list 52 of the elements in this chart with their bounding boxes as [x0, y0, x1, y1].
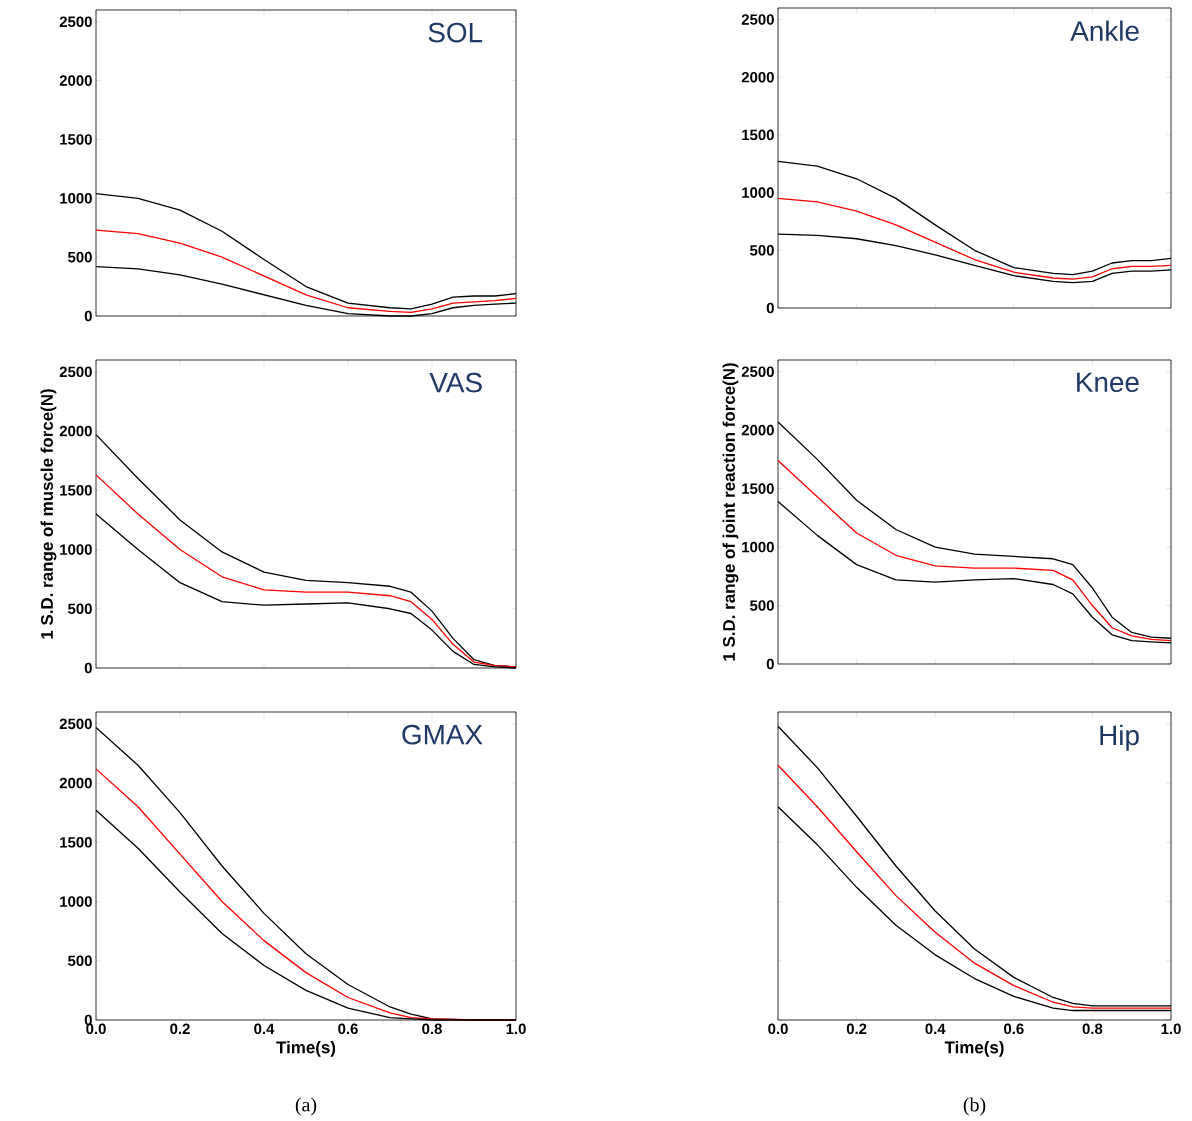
x-tick-label: 0.4	[925, 1023, 946, 1035]
chart-title: GMAX	[402, 724, 483, 745]
y-tick-label: 2000	[741, 71, 774, 83]
y-tick-label: 2000	[741, 424, 774, 436]
chart-title: Knee	[1077, 372, 1139, 393]
y-tick-label: 1500	[742, 129, 774, 141]
y-tick-label: 2500	[59, 16, 92, 28]
y-tick-label: 0	[766, 302, 774, 314]
chart-title: Ankle	[1070, 20, 1139, 41]
y-tick-label: 500	[68, 251, 92, 263]
y-tick-label: 1500	[60, 837, 92, 848]
y-tick-label: 2000	[59, 777, 92, 789]
y-tick-label: 1000	[60, 193, 92, 204]
x-tick-label: 0.0	[768, 1023, 788, 1035]
x-tick-label: 0.2	[846, 1023, 867, 1035]
y-axis-title: 1 S.D. range of joint reaction force(N)	[722, 363, 739, 661]
y-tick-label: 500	[750, 600, 774, 611]
x-axis-title: Time(s)	[944, 1040, 1004, 1057]
text: (a)	[295, 1097, 317, 1116]
y-tick-label: 2000	[59, 75, 92, 86]
y-tick-label: 2500	[59, 366, 92, 378]
x-tick-label: 0.6	[1004, 1023, 1024, 1035]
chart-title: SOL	[428, 22, 483, 43]
y-tick-label: 1000	[60, 544, 92, 555]
y-tick-label: 2000	[59, 425, 92, 437]
x-tick-label: 1.0	[506, 1023, 526, 1035]
chart-title: Hip	[1100, 724, 1139, 751]
x-tick-label: 0.6	[338, 1023, 358, 1035]
y-tick-label: 2500	[59, 718, 92, 730]
x-tick-label: 0.8	[1082, 1023, 1103, 1035]
x-tick-label: 0.2	[170, 1023, 190, 1035]
y-tick-label: 1000	[742, 541, 774, 553]
y-tick-label: 500	[68, 603, 92, 615]
x-tick-label: 0.4	[254, 1023, 275, 1035]
y-tick-label: 1500	[742, 483, 774, 494]
y-tick-label: 2500	[741, 14, 774, 25]
y-tick-label: 2500	[741, 366, 774, 377]
chart-title: VAS	[429, 372, 482, 393]
x-tick-label: 0.8	[422, 1023, 442, 1035]
text: (b)	[963, 1097, 986, 1116]
y-tick-label: 1000	[742, 187, 774, 198]
x-tick-label: 1.0	[1161, 1023, 1181, 1035]
y-tick-label: 1500	[60, 134, 92, 145]
y-axis-title: 1 S.D. range of muscle force(N)	[40, 389, 57, 639]
y-tick-label: 500	[750, 245, 774, 256]
y-tick-label: 500	[68, 955, 92, 967]
y-tick-label: 1000	[60, 896, 92, 907]
y-tick-label: 0	[766, 658, 774, 670]
y-tick-label: 0	[84, 662, 92, 674]
y-tick-label: 1500	[60, 485, 92, 496]
x-axis-title: Time(s)	[276, 1040, 336, 1057]
y-tick-label: 0	[84, 310, 92, 322]
